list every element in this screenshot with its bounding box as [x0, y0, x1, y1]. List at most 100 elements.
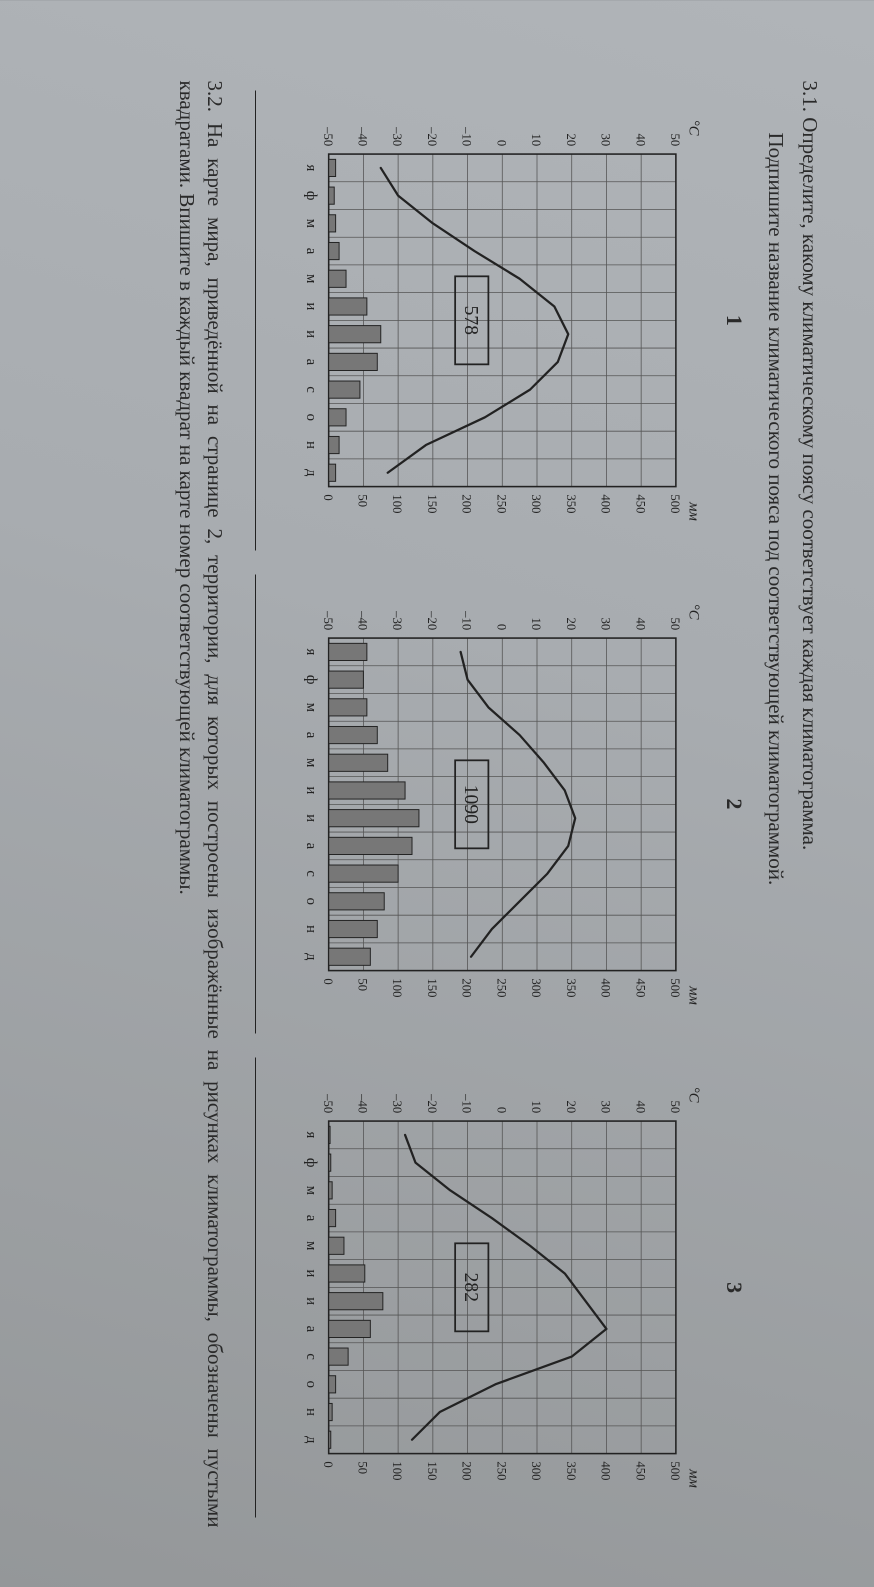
svg-text:и: и: [303, 330, 319, 338]
svg-text:0: 0: [321, 1461, 335, 1467]
svg-text:я: я: [303, 648, 319, 655]
svg-text:10: 10: [529, 133, 543, 146]
chart-1-col: 1 °Cмм50403020100–10–20–30–40–5050045040…: [285, 90, 747, 550]
svg-text:400: 400: [599, 494, 613, 513]
svg-text:250: 250: [495, 978, 509, 997]
svg-text:–40: –40: [356, 609, 370, 629]
svg-text:мм: мм: [686, 984, 702, 1004]
chart-2-col: 2 °Cмм50403020100–10–20–30–40–5050045040…: [285, 574, 747, 1034]
svg-text:м: м: [303, 1241, 319, 1250]
svg-text:–10: –10: [460, 1093, 474, 1113]
svg-text:а: а: [303, 1215, 319, 1222]
svg-text:20: 20: [564, 617, 578, 630]
svg-text:100: 100: [391, 1461, 405, 1480]
svg-text:мм: мм: [686, 501, 702, 521]
svg-text:50: 50: [668, 617, 682, 630]
answer-line-1[interactable]: [255, 90, 275, 550]
chart-3-col: 3 °Cмм50403020100–10–20–30–40–5050045040…: [285, 1057, 747, 1517]
svg-text:350: 350: [564, 978, 578, 997]
svg-text:200: 200: [460, 1461, 474, 1480]
svg-text:о: о: [303, 413, 319, 420]
svg-text:–10: –10: [460, 126, 474, 146]
svg-text:–20: –20: [425, 609, 439, 629]
chart-3-number: 3: [721, 1282, 747, 1293]
svg-text:10: 10: [529, 1100, 543, 1113]
svg-text:а: а: [303, 842, 319, 849]
answer-lines-row: [255, 80, 275, 1527]
chart-1-svg: °Cмм50403020100–10–20–30–40–505004504003…: [285, 90, 715, 550]
svg-text:я: я: [303, 164, 319, 171]
svg-text:400: 400: [599, 978, 613, 997]
svg-text:м: м: [303, 274, 319, 283]
worksheet-page: 3.1. Определите, какому климатическому п…: [0, 0, 874, 1587]
svg-text:250: 250: [495, 1461, 509, 1480]
svg-text:350: 350: [564, 494, 578, 513]
svg-text:40: 40: [634, 133, 648, 146]
svg-text:300: 300: [529, 978, 543, 997]
svg-text:300: 300: [529, 1461, 543, 1480]
svg-text:500: 500: [668, 1461, 682, 1480]
svg-text:м: м: [303, 757, 319, 766]
svg-text:ф: ф: [303, 674, 319, 684]
svg-text:578: 578: [460, 305, 481, 335]
svg-text:10: 10: [529, 617, 543, 630]
svg-text:30: 30: [599, 133, 613, 146]
svg-text:30: 30: [599, 1100, 613, 1113]
svg-text:–10: –10: [460, 609, 474, 629]
svg-text:а: а: [303, 358, 319, 365]
svg-text:н: н: [303, 924, 319, 932]
svg-text:100: 100: [391, 494, 405, 513]
svg-text:мм: мм: [686, 1468, 702, 1488]
svg-text:о: о: [303, 1381, 319, 1388]
svg-text:0: 0: [321, 494, 335, 500]
svg-text:350: 350: [564, 1461, 578, 1480]
svg-text:400: 400: [599, 1461, 613, 1480]
svg-text:50: 50: [356, 1461, 370, 1474]
svg-text:200: 200: [460, 978, 474, 997]
svg-text:и: и: [303, 813, 319, 821]
svg-text:300: 300: [529, 494, 543, 513]
svg-text:450: 450: [634, 1461, 648, 1480]
svg-text:м: м: [303, 702, 319, 711]
svg-text:–20: –20: [425, 1093, 439, 1113]
svg-text:50: 50: [356, 494, 370, 507]
svg-text:50: 50: [356, 978, 370, 991]
svg-text:40: 40: [634, 617, 648, 630]
svg-text:д: д: [303, 1436, 319, 1444]
svg-text:и: и: [303, 302, 319, 310]
svg-text:200: 200: [460, 494, 474, 513]
svg-text:450: 450: [634, 494, 648, 513]
chart-2-number: 2: [721, 798, 747, 809]
svg-text:и: и: [303, 1269, 319, 1277]
answer-line-2[interactable]: [255, 574, 275, 1034]
svg-text:и: и: [303, 786, 319, 794]
task-3-1-line2: Подпишите название климатического пояса …: [761, 80, 789, 1527]
svg-text:ф: ф: [303, 190, 319, 200]
svg-text:а: а: [303, 731, 319, 738]
svg-text:500: 500: [668, 978, 682, 997]
svg-text:°C: °C: [686, 603, 702, 619]
svg-text:150: 150: [425, 978, 439, 997]
svg-text:282: 282: [460, 1273, 481, 1302]
svg-text:40: 40: [634, 1100, 648, 1113]
svg-text:ф: ф: [303, 1158, 319, 1168]
svg-text:30: 30: [599, 617, 613, 630]
task-3-1-line1: 3.1. Определите, какому климатическому п…: [796, 80, 824, 1527]
chart-1-number: 1: [721, 314, 747, 325]
svg-text:н: н: [303, 1408, 319, 1416]
answer-line-3[interactable]: [255, 1057, 275, 1517]
svg-text:с: с: [303, 386, 319, 393]
svg-text:о: о: [303, 897, 319, 904]
svg-text:1090: 1090: [460, 784, 481, 823]
svg-text:50: 50: [668, 1100, 682, 1113]
task-3-2-text: 3.2. На карте мира, приведённой на стран…: [172, 80, 229, 1527]
svg-text:–40: –40: [356, 126, 370, 146]
svg-text:–50: –50: [321, 1093, 335, 1113]
svg-text:250: 250: [495, 494, 509, 513]
svg-text:–50: –50: [321, 609, 335, 629]
svg-text:150: 150: [425, 494, 439, 513]
svg-text:и: и: [303, 1297, 319, 1305]
svg-text:–20: –20: [425, 126, 439, 146]
chart-3-svg: °Cмм50403020100–10–20–30–40–505004504003…: [285, 1057, 715, 1517]
svg-text:с: с: [303, 1353, 319, 1360]
